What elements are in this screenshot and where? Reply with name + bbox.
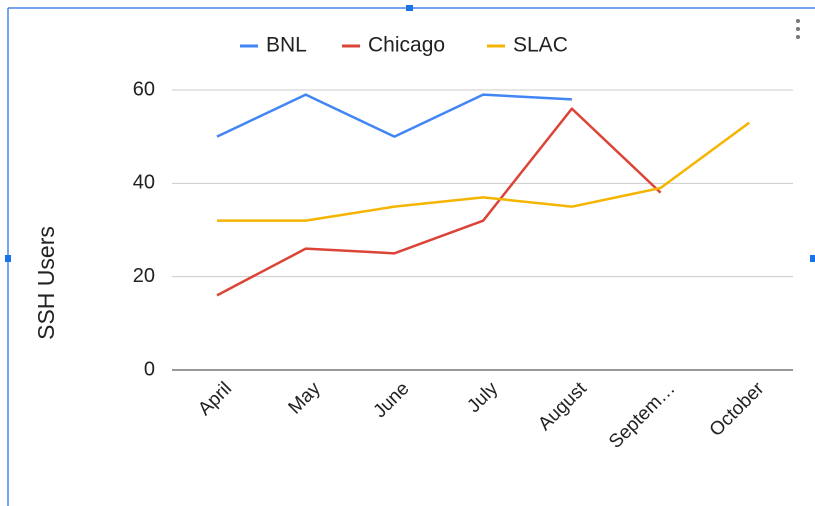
series-line [216,93,572,138]
legend-label: SLAC [513,34,568,57]
series-line [216,107,662,297]
resize-handle[interactable] [810,255,815,262]
legend-label: BNL [266,34,307,57]
resize-handle[interactable] [406,5,413,11]
legend-label: Chicago [368,34,445,57]
menu-dot [796,35,800,39]
menu-dot [796,27,800,31]
y-tick-label: 0 [144,358,155,380]
menu-dot [796,19,800,23]
y-tick-label: 60 [133,78,155,100]
resize-handle[interactable] [5,255,11,262]
series-line [217,121,751,222]
menu-button[interactable] [796,19,800,39]
y-tick-label: 20 [133,265,155,287]
y-tick-label: 40 [133,172,155,194]
y-axis-label: SSH Users [33,226,59,340]
